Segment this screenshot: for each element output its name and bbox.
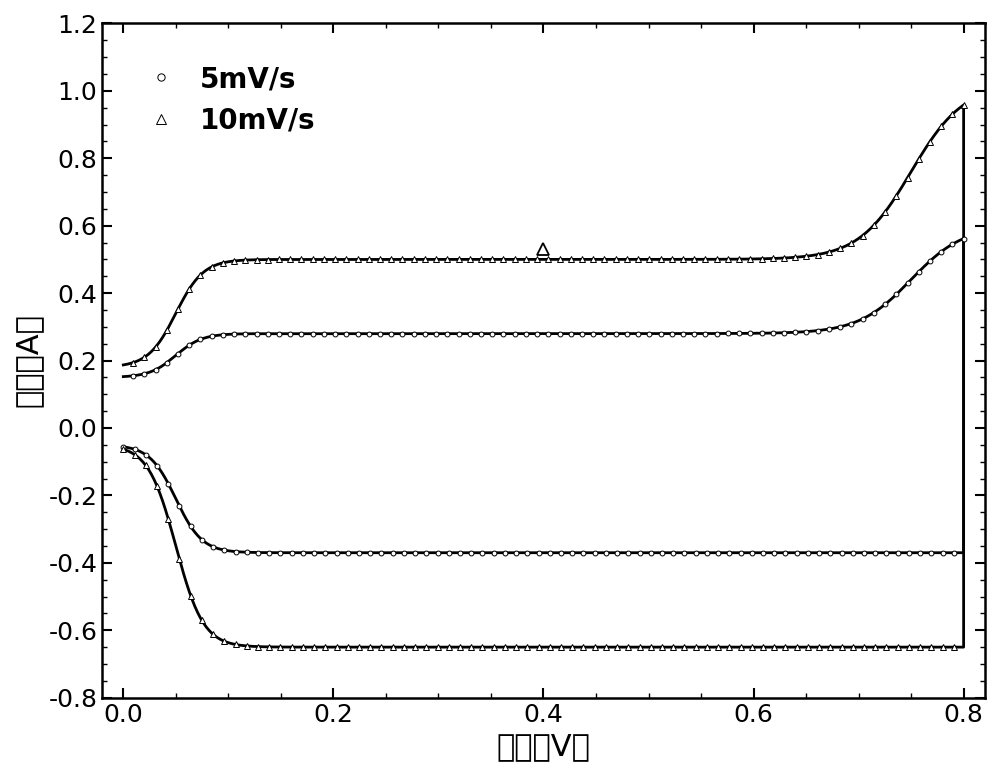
5mV/s [664,548,676,557]
10mV/s [340,642,352,652]
5mV/s [685,548,697,557]
Line: 5mV/s: 5mV/s [121,236,966,555]
10mV/s [878,209,890,219]
5mV/s [878,301,890,310]
10mV/s [709,642,721,652]
10mV/s [684,642,696,652]
5mV/s [340,548,352,557]
5mV/s [913,267,925,277]
5mV/s [958,234,970,243]
10mV/s [913,154,925,164]
5mV/s [848,548,860,557]
10mV/s [848,642,860,652]
Y-axis label: 电流（A）: 电流（A） [14,314,43,408]
10mV/s [958,100,970,109]
10mV/s [117,360,129,370]
Legend: 5mV/s, 10mV/s: 5mV/s, 10mV/s [116,37,343,163]
5mV/s [117,442,129,451]
Line: 10mV/s: 10mV/s [120,102,967,650]
X-axis label: 电压（V）: 电压（V） [497,732,590,761]
5mV/s [117,372,129,381]
5mV/s [401,548,413,557]
10mV/s [117,445,129,454]
10mV/s [401,642,413,652]
